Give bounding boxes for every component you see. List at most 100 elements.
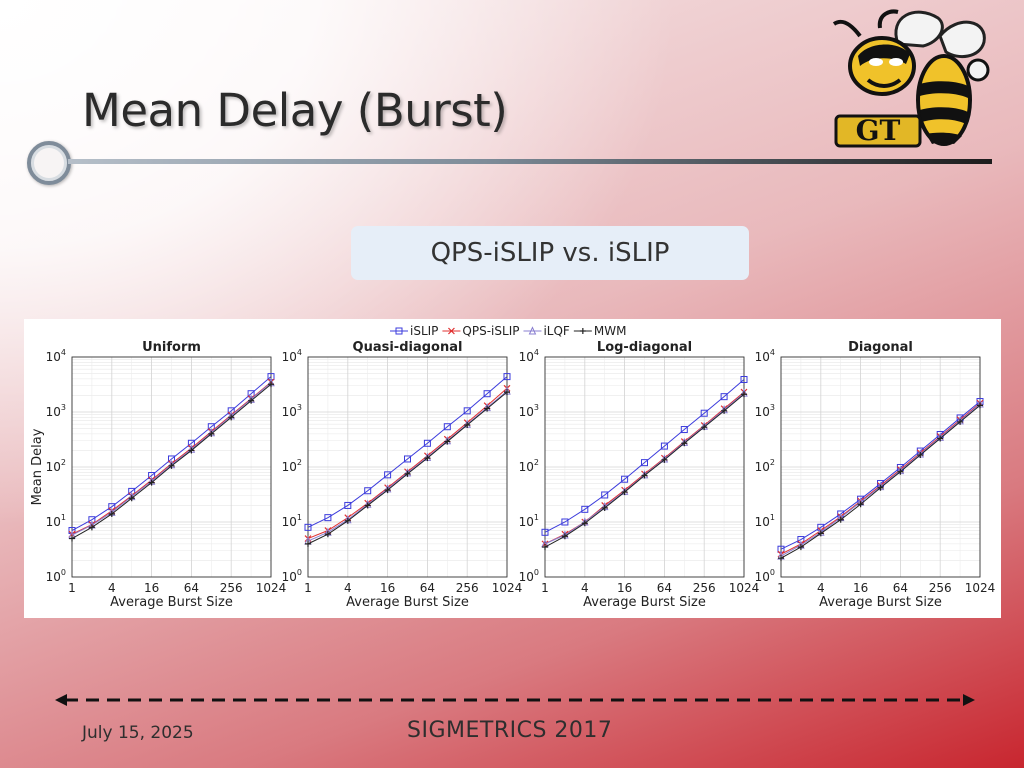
x-tick-label: 1024 — [965, 581, 996, 595]
data-point-mwm — [248, 397, 255, 404]
data-point-islip — [601, 491, 609, 499]
subtitle-text: QPS-iSLIP vs. iSLIP — [430, 238, 670, 268]
y-tick-label: 101 — [519, 513, 539, 529]
x-tick-label: 256 — [693, 581, 716, 595]
data-point-mwm — [797, 544, 804, 551]
panel-title-diagonal: Diagonal — [848, 340, 913, 355]
data-point-mwm — [228, 414, 235, 421]
y-tick-label: 101 — [282, 513, 302, 529]
panel-title-uniform: Uniform — [142, 340, 201, 355]
x-tick-label: 256 — [456, 581, 479, 595]
y-tick-label: 103 — [519, 403, 539, 419]
y-tick-label: 103 — [282, 403, 302, 419]
x-axis-label: Average Burst Size — [819, 595, 942, 610]
data-point-mwm — [817, 530, 824, 537]
chart-figure: Uniform 100 101 102 103 104 1 4 16 64 256 1024 Avera… — [24, 319, 1001, 618]
y-tick-label: 102 — [46, 458, 66, 474]
x-tick-label: 16 — [380, 581, 395, 595]
data-point-mwm — [168, 462, 175, 469]
data-point-mwm — [701, 424, 708, 431]
y-tick-label: 103 — [46, 403, 66, 419]
data-point-mwm — [324, 531, 331, 538]
gt-monogram-text: GT — [856, 114, 901, 147]
data-point-mwm — [778, 555, 784, 562]
data-point-mwm — [88, 524, 95, 531]
y-tick-label: 100 — [282, 568, 302, 584]
panel-title-quasi-diagonal: Quasi-diagonal — [353, 340, 463, 355]
legend-label-ilqf: iLQF — [543, 324, 569, 338]
data-point-mwm — [877, 484, 884, 491]
data-point-mwm — [741, 391, 747, 398]
x-tick-label: 256 — [220, 581, 243, 595]
data-point-mwm — [581, 520, 588, 527]
data-point-islip — [660, 442, 668, 450]
title-rule-line — [68, 159, 992, 164]
data-point-islip — [344, 501, 352, 509]
y-tick-label: 104 — [282, 348, 302, 364]
y-tick-label: 100 — [519, 568, 539, 584]
legend-marker-qps-islip — [447, 327, 455, 335]
data-point-islip — [304, 523, 312, 531]
data-point-mwm — [917, 452, 924, 459]
y-tick-label: 104 — [46, 348, 66, 364]
y-tick-label: 100 — [755, 568, 775, 584]
data-point-islip — [621, 475, 629, 483]
x-tick-label: 64 — [893, 581, 908, 595]
series-line-islip — [71, 376, 272, 531]
data-point-islip — [483, 390, 491, 398]
x-tick-label: 16 — [617, 581, 632, 595]
x-tick-label: 16 — [144, 581, 159, 595]
x-tick-label: 4 — [817, 581, 825, 595]
gt-monogram: GT — [834, 114, 922, 148]
x-tick-label: 64 — [420, 581, 435, 595]
data-point-islip — [503, 373, 511, 381]
x-tick-label: 4 — [108, 581, 116, 595]
panel-frame-log-diagonal — [544, 356, 745, 578]
x-tick-label: 256 — [929, 581, 952, 595]
y-axis-label: Mean Delay — [30, 428, 45, 505]
data-point-islip — [680, 426, 688, 434]
data-point-mwm — [977, 402, 983, 409]
data-point-mwm — [504, 389, 510, 396]
panel-title-log-diagonal: Log-diagonal — [597, 340, 692, 355]
legend-marker-mwm — [579, 328, 586, 334]
data-point-mwm — [384, 487, 391, 494]
data-point-islip — [561, 518, 569, 526]
panel-frame-quasi-diagonal — [307, 356, 508, 578]
y-tick-label: 103 — [755, 403, 775, 419]
x-tick-label: 4 — [344, 581, 352, 595]
y-tick-label: 102 — [519, 458, 539, 474]
series-line-islip — [307, 376, 508, 528]
x-axis-label: Average Burst Size — [110, 595, 233, 610]
y-tick-label: 101 — [755, 513, 775, 529]
data-point-islip — [720, 393, 728, 401]
x-tick-label: 4 — [581, 581, 589, 595]
data-point-mwm — [364, 502, 371, 509]
panel-frame-uniform — [71, 356, 272, 578]
data-point-islip — [404, 455, 411, 463]
data-point-mwm — [484, 405, 491, 412]
title-rule-circle — [27, 141, 71, 185]
data-point-mwm — [69, 535, 75, 542]
x-tick-label: 1024 — [729, 581, 760, 595]
data-point-islip — [740, 375, 748, 383]
series-line-islip — [544, 379, 745, 533]
footer-dashed-arrow — [55, 694, 975, 706]
data-point-islip — [463, 407, 471, 415]
data-point-islip — [443, 423, 451, 431]
legend-label-qps-islip: QPS-iSLIP — [462, 324, 519, 338]
legend-label-islip: iSLIP — [410, 324, 438, 338]
gt-yellow-jacket-logo: GT — [832, 9, 990, 148]
data-point-mwm — [268, 381, 274, 388]
data-point-islip — [541, 528, 549, 536]
data-point-mwm — [857, 501, 864, 508]
data-point-mwm — [108, 510, 115, 517]
data-point-mwm — [188, 447, 195, 454]
data-point-mwm — [897, 468, 904, 475]
data-point-mwm — [464, 422, 471, 429]
legend-marker-ilqf — [528, 326, 537, 335]
footer-date: July 15, 2025 — [82, 723, 194, 743]
data-point-mwm — [542, 544, 548, 551]
y-tick-label: 100 — [46, 568, 66, 584]
y-tick-label: 104 — [755, 348, 775, 364]
